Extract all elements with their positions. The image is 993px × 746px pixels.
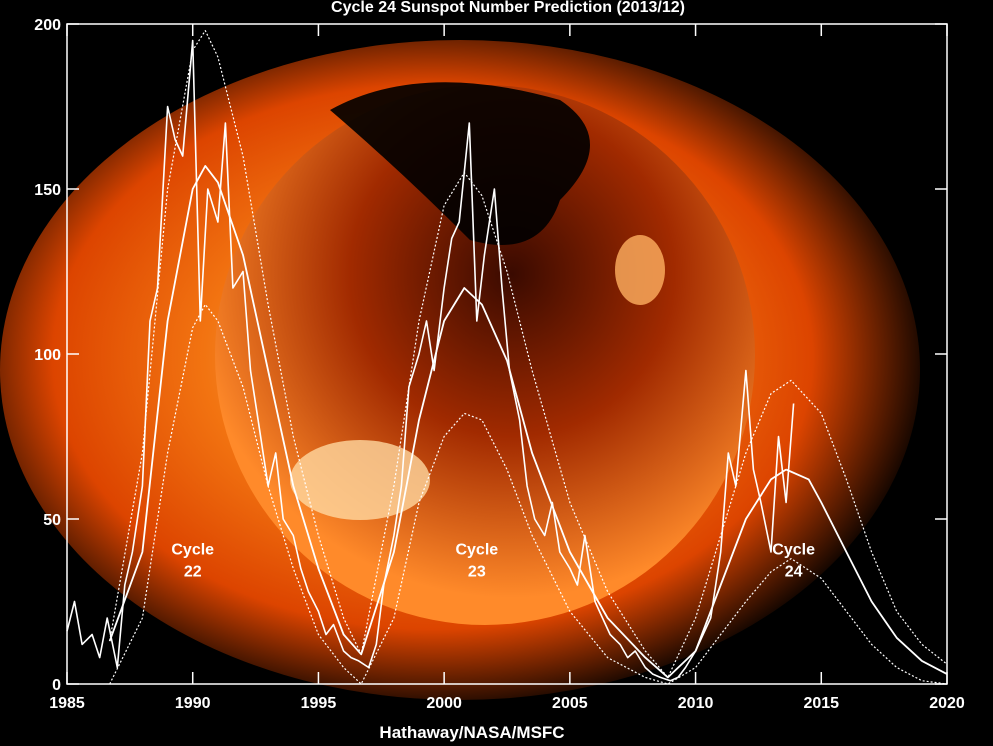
cycle-number: 22 (184, 564, 202, 581)
y-tick-label: 0 (52, 677, 61, 694)
x-axis-label: Hathaway/NASA/MSFC (379, 723, 564, 742)
x-tick-label: 2015 (803, 695, 839, 712)
cycle-number: 24 (785, 564, 803, 581)
x-tick-label: 2020 (929, 695, 965, 712)
y-tick-label: 200 (34, 17, 61, 34)
y-tick-label: 150 (34, 182, 61, 199)
annotations: Cycle 22 Cycle 23 Cycle 24 (171, 542, 815, 581)
x-tick-label: 1995 (301, 695, 337, 712)
y-tick-label: 100 (34, 347, 61, 364)
cycle-label: Cycle (455, 542, 498, 559)
series-line-0 (66, 39, 795, 682)
y-tick-label: 50 (43, 512, 61, 529)
x-tick-label: 2005 (552, 695, 588, 712)
axes: 1985 1990 1995 2000 2005 2010 2015 2020 0 50 100 15… (34, 17, 965, 712)
cycle-number: 23 (468, 564, 486, 581)
series-line-4 (785, 468, 948, 675)
x-tick-label: 2000 (426, 695, 462, 712)
series-group (66, 30, 948, 685)
x-tick-label: 1985 (49, 695, 85, 712)
series-line-1 (108, 165, 787, 679)
series-line-2 (109, 30, 948, 678)
cycle-label: Cycle (171, 542, 214, 559)
chart-title: Cycle 24 Sunspot Number Prediction (2013… (331, 0, 685, 16)
x-tick-label: 1990 (175, 695, 211, 712)
cycle-label: Cycle (772, 542, 815, 559)
sun-background-image (0, 40, 920, 700)
x-tick-label: 2010 (678, 695, 714, 712)
